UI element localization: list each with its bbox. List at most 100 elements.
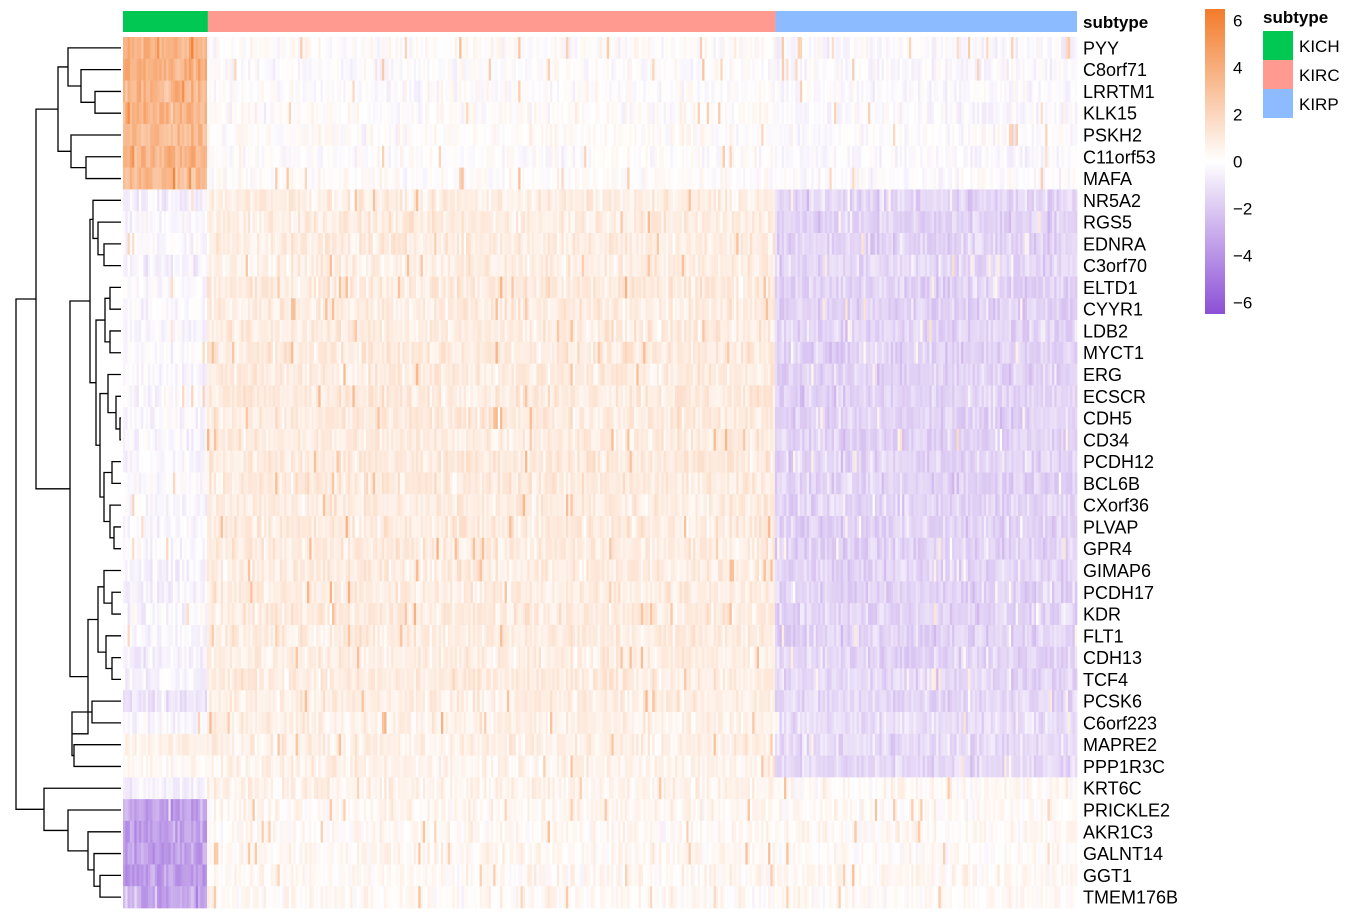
heatmap-cell	[522, 211, 526, 234]
heatmap-cell	[475, 167, 478, 190]
heatmap-cell	[627, 211, 630, 234]
heatmap-cell	[770, 189, 773, 212]
heatmap-cell	[893, 189, 896, 212]
heatmap-cell	[477, 102, 480, 125]
heatmap-cell	[906, 145, 910, 169]
heatmap-cell	[513, 80, 517, 103]
heatmap-cell	[400, 276, 403, 299]
heatmap-cell	[634, 102, 637, 125]
heatmap-cell	[922, 145, 926, 169]
heatmap-cell	[454, 102, 458, 125]
heatmap-cell	[895, 232, 898, 256]
heatmap-cell	[207, 276, 210, 299]
heatmap-cell	[997, 80, 1001, 103]
heatmap-cell	[204, 254, 208, 277]
heatmap-cell	[434, 80, 437, 103]
heatmap-cell	[922, 167, 926, 190]
heatmap-cell	[590, 211, 594, 234]
heatmap-cell	[681, 189, 685, 212]
heatmap-cell	[509, 189, 512, 212]
heatmap-cell	[529, 124, 533, 147]
heatmap-cell	[918, 211, 921, 234]
heatmap-cell	[690, 37, 694, 60]
heatmap-cell	[381, 145, 385, 169]
heatmap-cell	[225, 58, 228, 81]
heatmap-cell	[738, 254, 742, 277]
heatmap-cell	[143, 211, 147, 234]
heatmap-cell	[886, 276, 889, 299]
heatmap-cell	[561, 58, 565, 81]
heatmap-cell	[1013, 145, 1017, 169]
heatmap-cell	[729, 37, 733, 60]
heatmap-cell	[486, 232, 490, 256]
heatmap-cell	[220, 37, 224, 60]
heatmap-cell	[986, 124, 989, 147]
heatmap-cell	[640, 232, 644, 256]
heatmap-cell	[840, 167, 844, 190]
heatmap-cell	[913, 80, 917, 103]
heatmap-cell	[1067, 167, 1071, 190]
heatmap-cell	[463, 80, 467, 103]
heatmap-cell	[143, 254, 147, 277]
heatmap-cell	[942, 232, 946, 256]
heatmap-cell	[668, 102, 671, 125]
heatmap-cell	[459, 211, 462, 234]
heatmap-cell	[852, 145, 855, 169]
heatmap-cell	[722, 80, 726, 103]
heatmap-cell	[992, 211, 996, 234]
heatmap-cell	[752, 145, 755, 169]
heatmap-cell	[636, 276, 639, 299]
heatmap-cell	[286, 189, 290, 212]
heatmap-cell	[402, 124, 406, 147]
heatmap-cell	[345, 80, 349, 103]
heatmap-cell	[965, 37, 969, 60]
heatmap-cell	[1029, 145, 1032, 169]
heatmap-cell	[1006, 167, 1010, 190]
heatmap-cell	[931, 102, 935, 125]
heatmap-cell	[263, 37, 267, 60]
heatmap-cell	[143, 167, 147, 190]
heatmap-cell	[436, 37, 440, 60]
heatmap-cell	[734, 124, 737, 147]
heatmap-cell	[863, 102, 867, 125]
heatmap-cell	[350, 124, 353, 147]
heatmap-cell	[1074, 124, 1078, 147]
heatmap-cell	[220, 145, 224, 169]
heatmap-cell	[336, 232, 340, 256]
heatmap-cell	[865, 37, 869, 60]
heatmap-cell	[808, 145, 812, 169]
heatmap-cell	[472, 124, 476, 147]
heatmap-cell	[952, 254, 955, 277]
heatmap-cell	[679, 254, 683, 277]
heatmap-cell	[125, 145, 128, 169]
heatmap-cell	[1036, 145, 1039, 169]
heatmap-cell	[840, 37, 844, 60]
heatmap-cell	[531, 254, 535, 277]
heatmap-cell	[924, 232, 928, 256]
heatmap-cell	[459, 58, 462, 81]
heatmap-cell	[738, 124, 742, 147]
heatmap-cell	[243, 102, 247, 125]
heatmap-cell	[513, 102, 517, 125]
heatmap-cell	[722, 232, 726, 256]
heatmap-cell	[488, 254, 492, 277]
heatmap-cell	[745, 254, 748, 277]
heatmap-cell	[786, 37, 789, 60]
heatmap-cell	[886, 58, 889, 81]
heatmap-cell	[609, 211, 612, 234]
heatmap-cell	[704, 102, 708, 125]
heatmap-cell	[336, 254, 340, 277]
heatmap-cell	[897, 276, 901, 299]
heatmap-cell	[661, 167, 664, 190]
heatmap-cell	[879, 254, 883, 277]
heatmap-cell	[252, 254, 256, 277]
heatmap-cell	[568, 167, 571, 190]
heatmap-cell	[270, 145, 274, 169]
heatmap-cell	[291, 80, 294, 103]
heatmap-cell	[263, 145, 267, 169]
heatmap-cell	[649, 145, 653, 169]
heatmap-cell	[904, 211, 907, 234]
heatmap-cell	[436, 124, 440, 147]
heatmap-cell	[479, 254, 483, 277]
heatmap-cell	[972, 37, 976, 60]
